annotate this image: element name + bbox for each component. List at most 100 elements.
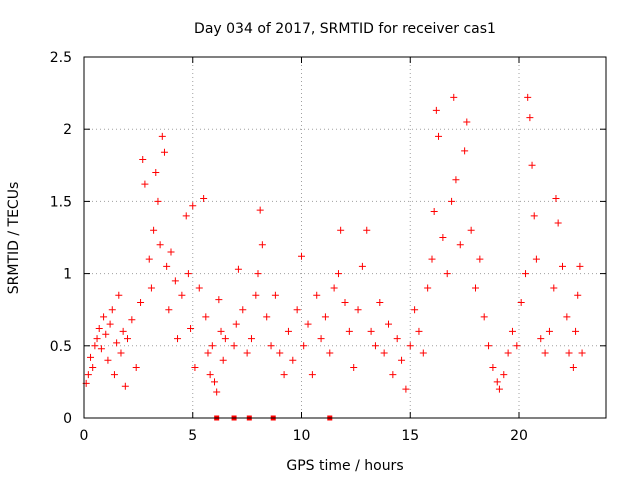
x-tick-label: 20 — [510, 428, 528, 444]
data-point — [493, 378, 501, 386]
data-point — [252, 291, 260, 299]
data-point — [563, 313, 571, 321]
data-point — [160, 148, 168, 156]
data-point — [117, 349, 125, 357]
data-point — [247, 335, 255, 343]
data-point — [308, 371, 316, 379]
data-point — [452, 176, 460, 184]
data-point — [526, 114, 534, 122]
data-point — [298, 252, 305, 260]
y-axis-label: SRMTID / TECUs — [6, 182, 22, 295]
data-point — [569, 363, 577, 371]
data-point — [576, 262, 584, 270]
data-point — [221, 335, 229, 343]
data-point — [495, 385, 503, 393]
data-point — [463, 118, 471, 126]
data-point — [389, 371, 397, 379]
data-point — [217, 327, 225, 335]
data-point — [154, 197, 162, 205]
data-point — [363, 226, 371, 234]
data-point — [313, 291, 321, 299]
data-point — [84, 371, 92, 379]
data-point — [104, 356, 112, 364]
data-point — [439, 234, 447, 241]
data-point — [276, 349, 284, 357]
data-point — [524, 93, 532, 101]
data-point — [554, 219, 562, 227]
data-point — [208, 342, 216, 350]
data-point — [489, 363, 497, 371]
data-point — [330, 284, 338, 292]
grid-lines — [84, 57, 606, 418]
data-point — [213, 388, 221, 396]
y-tick-label: 2 — [63, 122, 72, 138]
data-point — [443, 270, 451, 278]
data-point — [132, 363, 140, 371]
data-point — [121, 382, 129, 390]
data-point — [271, 291, 279, 299]
data-point — [513, 342, 521, 350]
data-point — [532, 255, 540, 263]
data-point — [100, 313, 108, 321]
data-point — [430, 208, 438, 216]
data-point — [402, 385, 410, 393]
data-point — [559, 262, 566, 270]
data-point — [87, 353, 95, 361]
data-point — [106, 320, 114, 328]
data-point — [215, 296, 223, 304]
data-point — [380, 349, 388, 357]
data-point — [376, 298, 384, 306]
data-point — [89, 363, 97, 371]
data-point — [232, 320, 240, 328]
x-axis-label: GPS time / hours — [286, 458, 403, 474]
data-point — [345, 327, 353, 335]
data-point — [254, 270, 262, 278]
data-point — [552, 195, 560, 203]
data-point — [187, 324, 195, 332]
data-point — [289, 356, 297, 364]
data-point — [424, 284, 432, 292]
data-point — [267, 342, 275, 350]
data-point — [258, 241, 266, 249]
data-point — [428, 255, 436, 263]
data-point — [448, 197, 456, 205]
data-point — [178, 291, 186, 299]
data-point — [528, 161, 536, 169]
data-point — [115, 291, 123, 299]
data-point — [354, 306, 362, 314]
data-point — [371, 342, 379, 350]
data-points — [82, 93, 586, 421]
data-point — [152, 169, 160, 177]
data-point — [537, 335, 545, 343]
y-tick-label: 0.5 — [50, 339, 72, 355]
data-point — [334, 270, 342, 278]
data-point — [326, 349, 334, 357]
data-point — [150, 226, 158, 234]
data-point — [541, 349, 549, 357]
data-point — [195, 284, 203, 292]
x-tick-label: 10 — [293, 428, 311, 444]
data-point — [167, 248, 175, 256]
data-point — [91, 342, 99, 350]
x-tick-label: 0 — [80, 428, 89, 444]
data-point — [165, 306, 173, 314]
data-point — [504, 349, 512, 357]
data-point — [284, 327, 292, 335]
data-point — [467, 226, 475, 234]
data-point — [358, 262, 366, 270]
data-point — [95, 324, 103, 332]
y-tick-label: 1 — [63, 267, 72, 283]
x-tick-label: 15 — [401, 428, 419, 444]
data-point — [456, 241, 464, 249]
data-point — [174, 335, 182, 343]
data-point — [450, 93, 458, 101]
data-point — [147, 284, 155, 292]
chart-title: Day 034 of 2017, SRMTID for receiver cas… — [194, 21, 496, 37]
data-point — [304, 320, 312, 328]
data-point — [550, 284, 558, 292]
data-point — [93, 335, 101, 343]
y-tick-label: 1.5 — [50, 194, 72, 210]
data-point — [263, 313, 271, 321]
data-point — [189, 202, 197, 210]
